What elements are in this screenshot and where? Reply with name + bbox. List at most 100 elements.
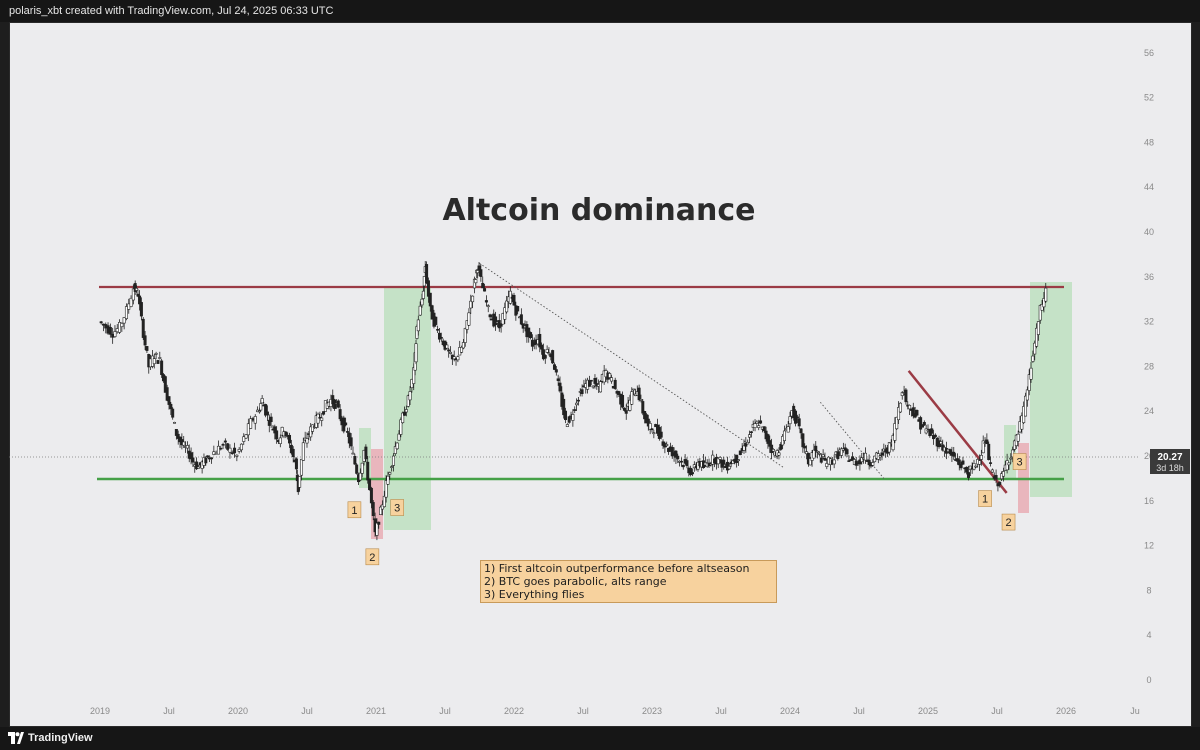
- candle-body: [1024, 395, 1028, 417]
- candle-body: [552, 364, 556, 370]
- candle-body: [1029, 367, 1033, 380]
- dotted-trendline: [820, 401, 885, 479]
- candle-body: [439, 336, 443, 339]
- candle-body: [299, 458, 303, 476]
- x-tick-label: Jul: [991, 706, 1003, 716]
- candle-body: [463, 328, 467, 343]
- candle-body: [379, 506, 383, 515]
- candle-body: [174, 428, 178, 436]
- attribution-text: polaris_xbt created with TradingView.com…: [9, 5, 334, 17]
- cycle-marker-box: [390, 499, 405, 516]
- x-tick-label: Jul: [577, 706, 589, 716]
- candle-body: [821, 454, 825, 457]
- candle-body: [118, 322, 122, 333]
- x-tick-label: Jul: [163, 706, 175, 716]
- candle-body: [403, 411, 407, 416]
- candle-body: [571, 414, 575, 421]
- candle-body: [519, 314, 523, 325]
- candle-body: [613, 379, 617, 389]
- candle-body: [1031, 355, 1035, 362]
- y-tick-label: 52: [1144, 93, 1154, 103]
- candle-body: [770, 444, 774, 454]
- candle-body: [908, 404, 912, 410]
- candle-body: [406, 395, 410, 407]
- candle-body: [512, 294, 516, 306]
- cycle-marker-label: 1: [982, 494, 988, 506]
- cycle-marker-box: [1012, 453, 1027, 470]
- candle-body: [639, 399, 643, 401]
- red-zone-2021: [371, 449, 383, 539]
- candle-body: [399, 419, 403, 435]
- x-tick-label: 2024: [780, 706, 800, 716]
- candle-body: [538, 333, 542, 348]
- candle-body: [364, 446, 368, 460]
- y-tick-label: 4: [1146, 630, 1151, 640]
- x-tick-label: Jul: [715, 706, 727, 716]
- candle-body: [219, 447, 223, 450]
- candle-body: [467, 312, 471, 326]
- candle-body: [311, 424, 315, 432]
- candle-body: [722, 459, 726, 465]
- candle-body: [257, 410, 261, 413]
- cycle-marker-box: [978, 490, 992, 507]
- cycle-marker-label: 3: [394, 503, 400, 515]
- candle-body: [652, 432, 656, 435]
- candle-body: [989, 462, 993, 464]
- candle-body: [757, 425, 761, 428]
- candle-body: [358, 472, 362, 481]
- candle-body: [244, 434, 248, 439]
- candle-body: [369, 487, 373, 504]
- candle-body: [355, 464, 359, 474]
- candle-body: [628, 399, 632, 411]
- candle-body: [452, 356, 456, 360]
- candle-body: [136, 293, 140, 297]
- candle-body: [545, 349, 549, 353]
- candle-body: [753, 423, 757, 428]
- candle-body: [786, 426, 790, 433]
- x-tick-label: 2022: [504, 706, 524, 716]
- x-axis: 2019 Jul 2020 Jul 2021 Jul 2022 Jul 2023 Jul 2024 J…: [90, 706, 1140, 716]
- candle-body: [167, 396, 171, 405]
- candle-body: [460, 347, 464, 353]
- candle-body: [182, 441, 186, 446]
- candle-body: [169, 403, 173, 410]
- candle-body: [1016, 433, 1020, 442]
- candle-body: [477, 265, 481, 271]
- candle-body: [1033, 342, 1037, 355]
- y-tick-label: 8: [1146, 585, 1151, 595]
- candle-body: [185, 445, 189, 449]
- candle-body: [479, 269, 483, 277]
- cycle-marker-box: [365, 548, 380, 566]
- candle-body: [237, 448, 241, 452]
- candle-body: [576, 399, 580, 402]
- price-label: 20.27 3d 18h: [1150, 449, 1190, 474]
- candle-body: [676, 455, 680, 460]
- candle-body: [436, 329, 440, 331]
- candle-body: [488, 314, 492, 318]
- candle-body: [670, 447, 674, 457]
- candle-body: [529, 332, 533, 339]
- candle-body: [966, 472, 970, 478]
- y-tick-label: 44: [1144, 182, 1154, 192]
- candle-body: [481, 282, 485, 289]
- candle-body: [554, 369, 558, 373]
- candle-body: [158, 357, 162, 359]
- candle-body: [624, 410, 628, 414]
- candle-body: [386, 475, 390, 485]
- candle-body: [165, 387, 169, 401]
- candle-body: [562, 398, 566, 416]
- candle-body: [803, 445, 807, 449]
- candle-body: [336, 400, 340, 408]
- green-zone-2021: [384, 288, 431, 530]
- candle-body: [456, 356, 460, 361]
- candle-body: [145, 346, 149, 351]
- chart-frame: [9, 22, 1192, 727]
- candle-body: [421, 290, 425, 299]
- y-tick-label: 24: [1144, 406, 1154, 416]
- candle-body: [275, 430, 279, 440]
- candle-body: [587, 380, 591, 387]
- candle-body: [812, 449, 816, 459]
- candle-body: [483, 288, 487, 292]
- brand-bar: TradingView: [0, 727, 1200, 750]
